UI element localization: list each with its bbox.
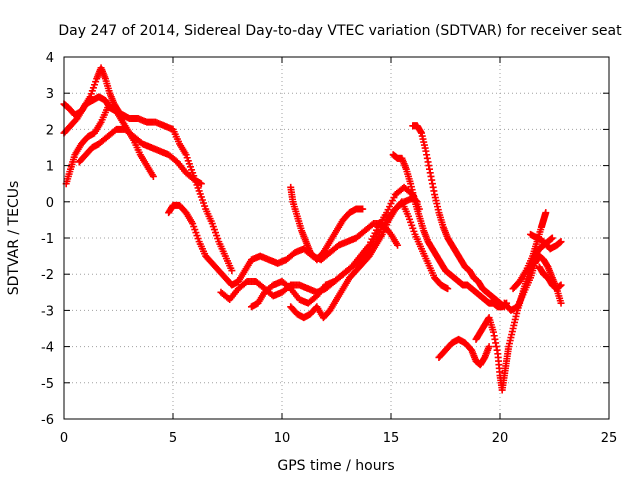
data-point-plus — [542, 209, 550, 217]
y-tick-label: -2 — [41, 268, 54, 283]
data-point-plus — [149, 172, 157, 180]
y-tick-label: 1 — [46, 160, 54, 175]
x-tick-label: 25 — [601, 431, 618, 446]
chart-title: Day 247 of 2014, Sidereal Day-to-day VTE… — [58, 23, 622, 39]
x-tick-label: 5 — [169, 431, 177, 446]
data-point-plus — [359, 205, 367, 213]
y-tick-label: 0 — [46, 196, 54, 211]
data-point-plus — [557, 281, 565, 289]
y-tick-label: 2 — [46, 123, 54, 138]
y-tick-label: -4 — [41, 341, 54, 356]
data-point-plus — [228, 267, 236, 275]
series-track-9 — [287, 198, 452, 322]
series-track-6 — [217, 194, 421, 304]
series-track-17 — [535, 263, 565, 293]
series-track-12 — [435, 335, 493, 369]
series-track-1 — [60, 93, 236, 275]
x-tick-label: 10 — [274, 431, 291, 446]
data-point-plus — [444, 285, 452, 293]
series-track-16 — [527, 230, 565, 253]
series-track-5 — [165, 201, 402, 289]
series-track-11 — [409, 122, 508, 311]
y-tick-label: -3 — [41, 304, 54, 319]
data-point-plus — [394, 241, 402, 249]
y-tick-label: 4 — [46, 51, 54, 66]
series-track-8 — [287, 183, 367, 264]
data-point-plus — [557, 238, 565, 246]
data-point-plus — [485, 343, 493, 351]
y-tick-label: -1 — [41, 232, 54, 247]
grid-lines — [64, 57, 609, 419]
x-tick-labels: 0 5 10 15 20 25 — [60, 431, 617, 446]
x-tick-label: 15 — [383, 431, 400, 446]
data-points — [60, 64, 565, 394]
series-track-10 — [389, 151, 511, 311]
x-tick-label: 20 — [492, 431, 509, 446]
y-axis-label: SDTVAR / TECUs — [6, 181, 22, 296]
series-track-13 — [472, 234, 556, 394]
y-tick-label: -6 — [41, 413, 54, 428]
x-axis-label: GPS time / hours — [277, 458, 394, 474]
data-point-plus — [197, 180, 205, 188]
y-tick-labels: -6 -5 -4 -3 -2 -1 0 1 2 3 4 — [41, 51, 54, 428]
series-track-7 — [247, 183, 423, 311]
data-point-plus — [548, 234, 556, 242]
x-tick-label: 0 — [60, 431, 68, 446]
series-track-4 — [75, 125, 205, 188]
data-point-plus — [557, 299, 565, 307]
y-tick-label: -5 — [41, 377, 54, 392]
plot-frame — [63, 56, 610, 420]
y-tick-label: 3 — [46, 87, 54, 102]
